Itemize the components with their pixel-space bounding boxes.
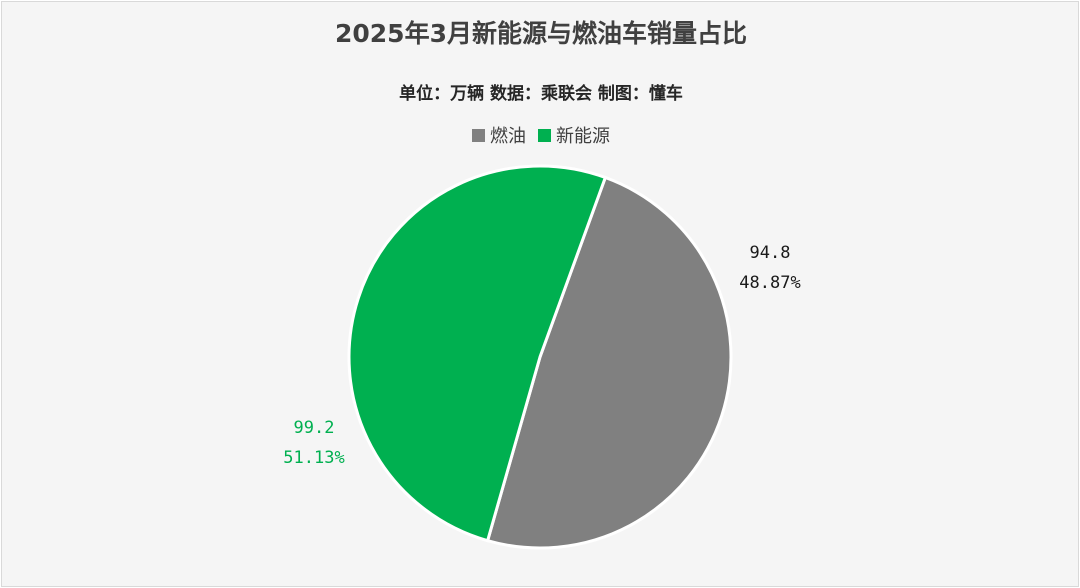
chart-title: 2025年3月新能源与燃油车销量占比 [335, 19, 747, 48]
chart-subtitle: 单位：万辆 数据：乘联会 制图：懂车 [399, 84, 683, 104]
data-label-percent-fuel: 48.87% [739, 273, 800, 293]
legend-item-nev: 新能源 [538, 122, 610, 148]
legend-label-fuel: 燃油 [490, 126, 526, 147]
legend-swatch-nev [538, 128, 551, 142]
pie-slice-nev [347, 164, 608, 543]
legend-item-fuel: 燃油 [472, 122, 526, 148]
chart-legend: 燃油 新能源 [2, 122, 1080, 148]
legend-swatch-fuel [472, 128, 485, 142]
pie-slice-fuel [485, 175, 733, 550]
data-label-value-nev: 99.2 [294, 418, 335, 438]
data-label-value-fuel: 94.8 [750, 243, 791, 263]
legend-label-nev: 新能源 [556, 126, 610, 147]
data-label-percent-nev: 51.13% [283, 448, 344, 468]
